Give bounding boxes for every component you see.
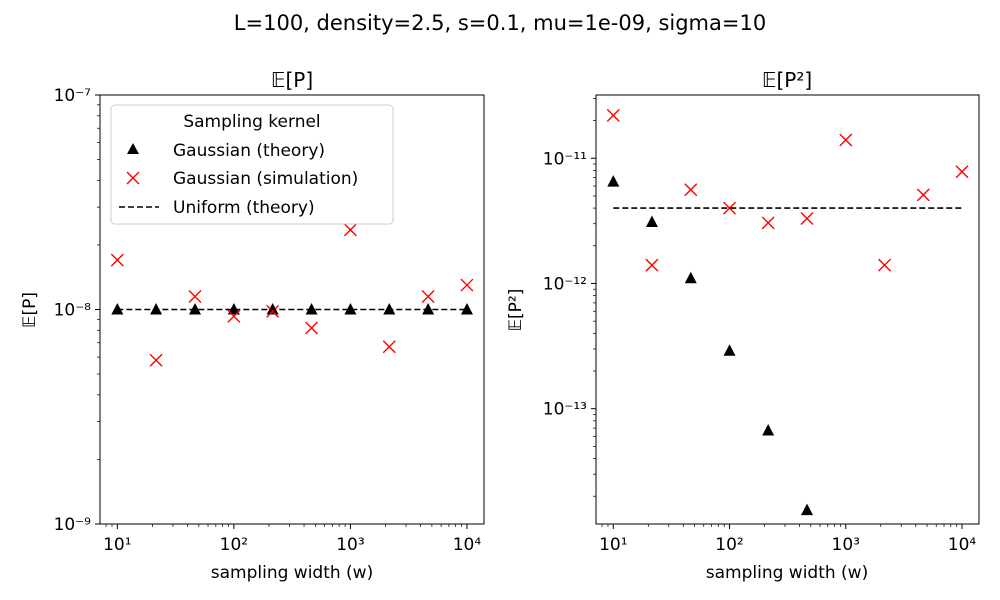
simulation-x-point: [343, 223, 357, 237]
simulation-x-point: [227, 309, 241, 323]
simulation-x-point: [955, 165, 969, 179]
x-tick-label: 10²: [715, 535, 743, 555]
ax0-xlabel: sampling width (w): [211, 563, 373, 583]
figure-suptitle: L=100, density=2.5, s=0.1, mu=1e-09, sig…: [234, 11, 766, 35]
simulation-x-point: [839, 133, 853, 147]
simulation-x-point: [149, 353, 163, 367]
legend-x-marker: [126, 171, 140, 185]
x-tick-label: 10²: [220, 535, 248, 555]
simulation-x-point: [266, 304, 280, 318]
x-tick-label: 10¹: [103, 535, 131, 555]
ax0-ylabel: 𝔼[P]: [20, 292, 40, 328]
simulation-x-point: [684, 183, 698, 197]
y-tick-label: 10⁻¹²: [543, 274, 587, 294]
legend-frame: [110, 104, 394, 225]
theory-triangle-point: [227, 303, 240, 315]
ax1-xlabel: sampling width (w): [706, 563, 868, 583]
simulation-x-point: [421, 289, 435, 303]
simulation-x-point: [606, 108, 620, 122]
legend-entry-gaussian-theory: Gaussian (theory): [173, 141, 325, 161]
y-tick-label: 10⁻⁹: [54, 515, 92, 535]
theory-triangle-point: [684, 271, 697, 284]
simulation-x-point: [645, 258, 659, 272]
simulation-x-point: [188, 289, 202, 303]
simulation-x-point: [723, 201, 737, 215]
legend-triangle-marker: [127, 143, 139, 154]
legend-title: Sampling kernel: [183, 112, 320, 132]
ax1-plot-layer: 10¹ 10² 10³ 10⁴ 10⁻¹³ 10⁻¹² 10⁻¹¹: [543, 98, 977, 555]
y-tick-label: 10⁻⁷: [54, 86, 92, 106]
theory-triangle-point: [723, 344, 736, 356]
x-tick-label: 10⁴: [948, 535, 977, 555]
y-tick-label: 10⁻¹¹: [543, 149, 587, 169]
simulation-x-point: [460, 278, 474, 292]
theory-triangle-point: [344, 303, 357, 315]
ax1-title: 𝔼[P²]: [762, 68, 812, 92]
y-tick-label: 10⁻¹³: [543, 400, 587, 420]
axes-expected-p-squared: 10¹ 10² 10³ 10⁴ 10⁻¹³ 10⁻¹² 10⁻¹¹ 𝔼[P²] sampli…: [506, 68, 980, 583]
simulation-x-point: [382, 340, 396, 354]
y-tick-label: 10⁻⁸: [54, 301, 92, 321]
theory-triangle-point: [607, 175, 620, 187]
x-tick-label: 10¹: [599, 535, 627, 555]
ax0-legend: Sampling kernel Gaussian (theory) Gaussi…: [110, 104, 394, 225]
x-tick-label: 10⁴: [453, 535, 482, 555]
simulation-x-point: [305, 321, 319, 335]
x-tick-label: 10³: [832, 535, 860, 555]
x-tick-label: 10³: [336, 535, 364, 555]
legend-entry-uniform-theory: Uniform (theory): [173, 198, 315, 218]
axes-expected-p: 10¹ 10² 10³ 10⁴ 10⁻⁹ 10⁻⁸ 10⁻⁷ 𝔼[P] sampling w…: [20, 68, 485, 583]
simulation-x-point: [761, 216, 775, 230]
simulation-x-point: [878, 258, 892, 272]
theory-triangle-point: [645, 215, 658, 227]
simulation-x-point: [800, 212, 814, 226]
ax1-ylabel: 𝔼[P²]: [506, 289, 526, 332]
ax1-frame: [595, 94, 980, 525]
legend-entry-gaussian-simulation: Gaussian (simulation): [173, 169, 358, 189]
ax0-title: 𝔼[P]: [271, 68, 313, 92]
simulation-x-point: [916, 188, 930, 202]
ax0-plot-layer: 10¹ 10² 10³ 10⁴ 10⁻⁹ 10⁻⁸ 10⁻⁷: [54, 86, 482, 555]
simulation-x-point: [110, 253, 124, 267]
theory-triangle-point: [801, 503, 814, 516]
theory-triangle-point: [460, 303, 473, 315]
ax0-frame: [99, 94, 485, 525]
theory-triangle-point: [762, 423, 775, 436]
